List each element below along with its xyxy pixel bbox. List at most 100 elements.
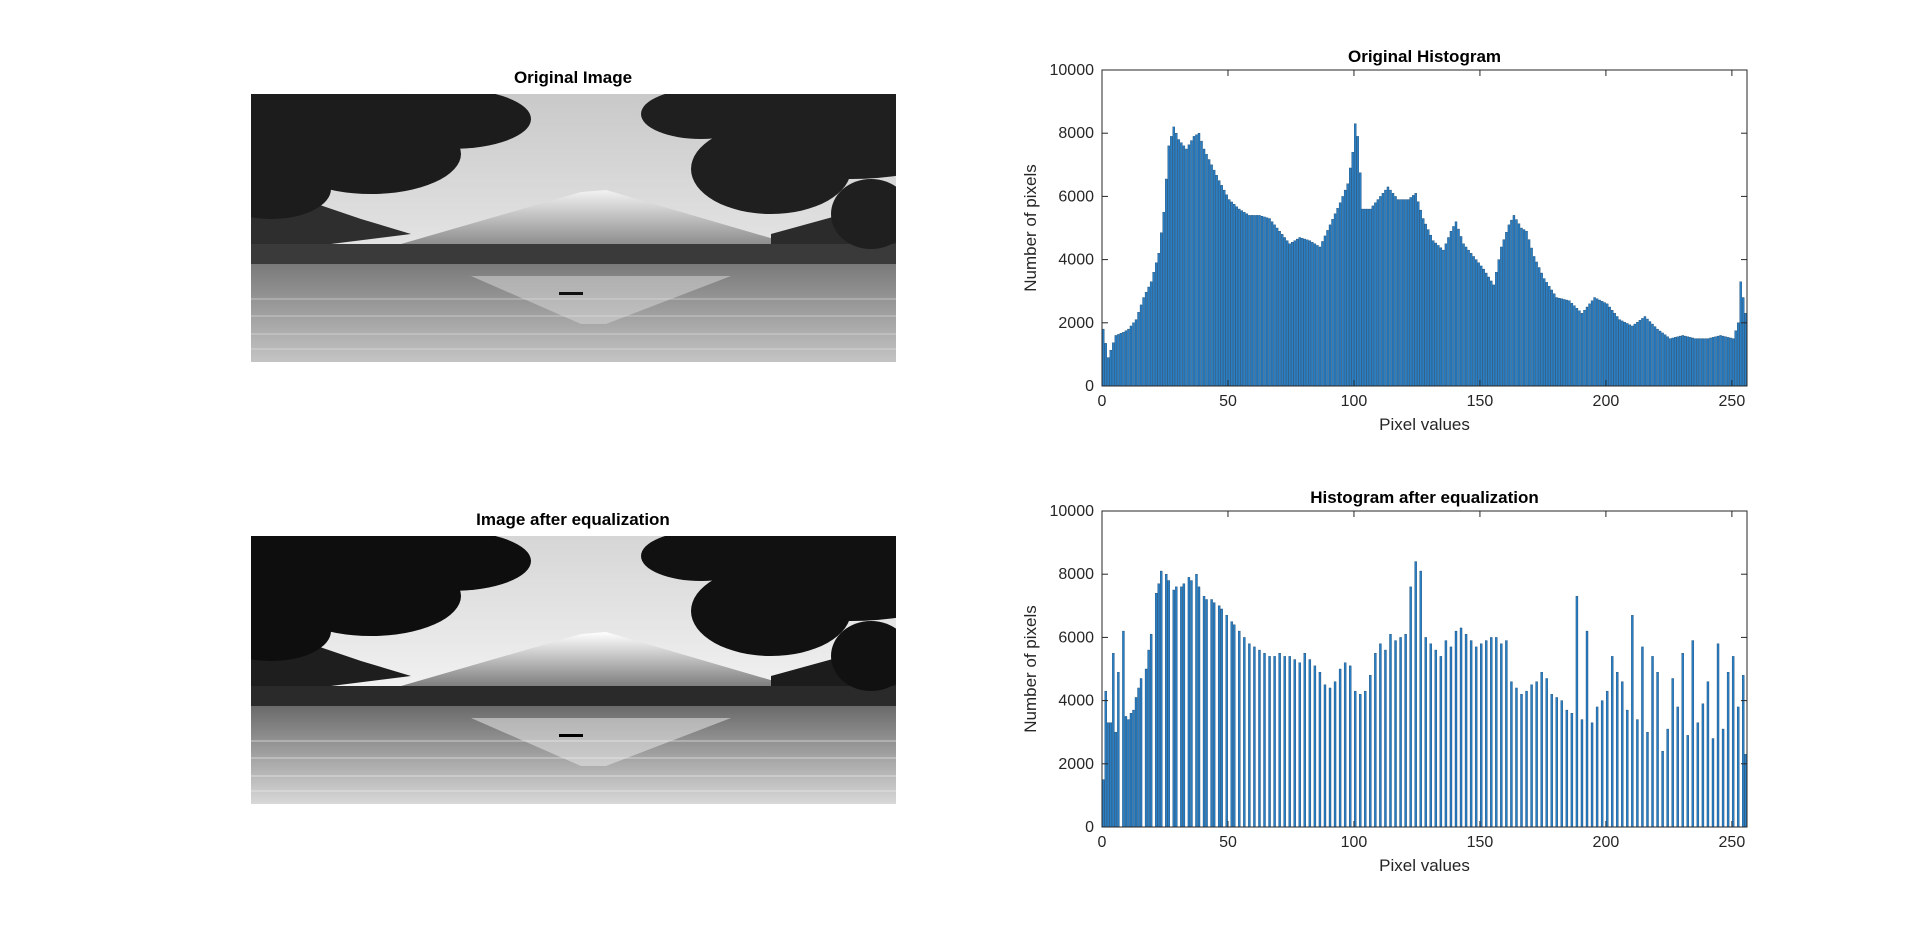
histogram-bar [1374, 653, 1377, 828]
reflection [471, 276, 731, 324]
histogram-bar [1401, 199, 1405, 387]
histogram-bar [1104, 343, 1107, 387]
histogram-bar [1530, 247, 1533, 387]
histogram-bar [1210, 164, 1213, 387]
histogram-bar [1704, 338, 1707, 387]
y-tick-label: 8000 [1058, 125, 1094, 142]
histogram-bar [1248, 215, 1251, 387]
histogram-bar [1575, 308, 1579, 387]
x-tick-label: 200 [1593, 834, 1620, 851]
histogram-bar [1288, 243, 1291, 387]
histogram-bar [1233, 204, 1236, 387]
histogram-bar [1628, 324, 1632, 387]
histogram-bar [1731, 338, 1735, 387]
histogram-bar [1255, 215, 1259, 387]
histogram-bar [1490, 637, 1493, 828]
histogram-bar [1434, 649, 1438, 828]
histogram-bar [1570, 713, 1574, 828]
x-axis-label: Pixel values [1379, 415, 1470, 434]
histogram-bar [1515, 219, 1518, 387]
tree-canopy-right [641, 94, 896, 249]
histogram-bar [1429, 234, 1432, 387]
histogram-bar [1384, 189, 1387, 387]
histogram-bar [1540, 272, 1543, 387]
histogram-bar [1185, 148, 1188, 387]
histogram-bar [1306, 239, 1309, 387]
histogram-bar [1114, 732, 1118, 828]
histogram-bar [1293, 240, 1296, 387]
histogram-bar [1364, 208, 1367, 387]
histogram-bar [1621, 320, 1624, 387]
histogram-bar [1550, 694, 1553, 828]
histogram-bar [1555, 697, 1558, 828]
histogram-bar [1454, 630, 1458, 828]
histogram-bar [1736, 706, 1740, 828]
histogram-bar [1424, 223, 1427, 387]
histogram-bar [1525, 230, 1528, 387]
x-tick-label: 150 [1467, 393, 1494, 410]
histogram-bar [1129, 713, 1133, 828]
histogram-bar [1714, 336, 1717, 387]
histogram-bar [1371, 205, 1375, 387]
histogram-bar [1585, 630, 1589, 828]
histogram-bar [1482, 268, 1485, 387]
histogram-bar [1487, 276, 1490, 387]
histogram-bar [1374, 202, 1377, 387]
histogram-bar [1485, 272, 1488, 387]
histogram-bar [1263, 216, 1266, 387]
histogram-bar [1263, 653, 1266, 828]
x-tick-label: 50 [1219, 834, 1237, 851]
y-tick-label: 8000 [1058, 566, 1094, 583]
histogram-bar [1288, 656, 1291, 828]
histogram-bar [1696, 338, 1700, 387]
histogram-bar [1233, 624, 1236, 828]
histogram-bar [1132, 322, 1135, 387]
histogram-bar [1507, 224, 1511, 387]
histogram-bar [1149, 281, 1153, 387]
histogram-bar [1265, 217, 1269, 387]
histogram-bar [1510, 219, 1513, 387]
histogram-bar [1172, 126, 1175, 387]
histogram-bar [1409, 197, 1412, 387]
histogram-bar [1273, 656, 1276, 828]
histogram-bar [1626, 323, 1629, 387]
histogram-bar [1301, 238, 1304, 387]
histogram-bar [1253, 215, 1256, 387]
histogram-bar [1399, 637, 1402, 828]
histogram-bar [1668, 338, 1672, 387]
histogram-bar [1280, 234, 1284, 387]
histogram-bar [1419, 570, 1422, 828]
histogram-bar [1676, 706, 1679, 828]
histogram-bar [1354, 690, 1357, 828]
histogram-bar [1600, 700, 1604, 828]
histogram-bar [1474, 646, 1478, 828]
mountain [401, 190, 791, 244]
histogram-bar [1316, 245, 1319, 387]
histogram-bar [1258, 215, 1261, 387]
histogram-bar [1658, 330, 1662, 387]
histogram-bar [1631, 615, 1634, 828]
histogram-bar [1190, 580, 1193, 828]
histogram-bar [1107, 722, 1110, 828]
histogram-bar [1333, 681, 1337, 828]
histogram-bar [1585, 306, 1589, 387]
histogram-bar [1202, 596, 1206, 828]
histogram-bar [1144, 668, 1148, 828]
histogram-bar [1165, 574, 1168, 828]
histogram-bar [1729, 337, 1732, 387]
histogram-bar [1427, 229, 1430, 387]
histogram-bar [1109, 350, 1113, 387]
y-tick-label: 2000 [1058, 315, 1094, 332]
histogram-bar [1220, 185, 1223, 387]
histogram-bar [1424, 637, 1427, 828]
histogram-bar [1613, 313, 1616, 387]
histogram-bar [1298, 662, 1301, 828]
histogram-bar [1283, 237, 1286, 387]
histogram-bar [1122, 332, 1125, 387]
histogram-bar [1744, 754, 1747, 828]
histogram-bar [1366, 208, 1369, 387]
histogram-bar [1666, 336, 1669, 387]
histogram-bar [1653, 326, 1657, 387]
histogram-bar [1535, 681, 1538, 828]
y-tick-label: 10000 [1050, 62, 1095, 79]
